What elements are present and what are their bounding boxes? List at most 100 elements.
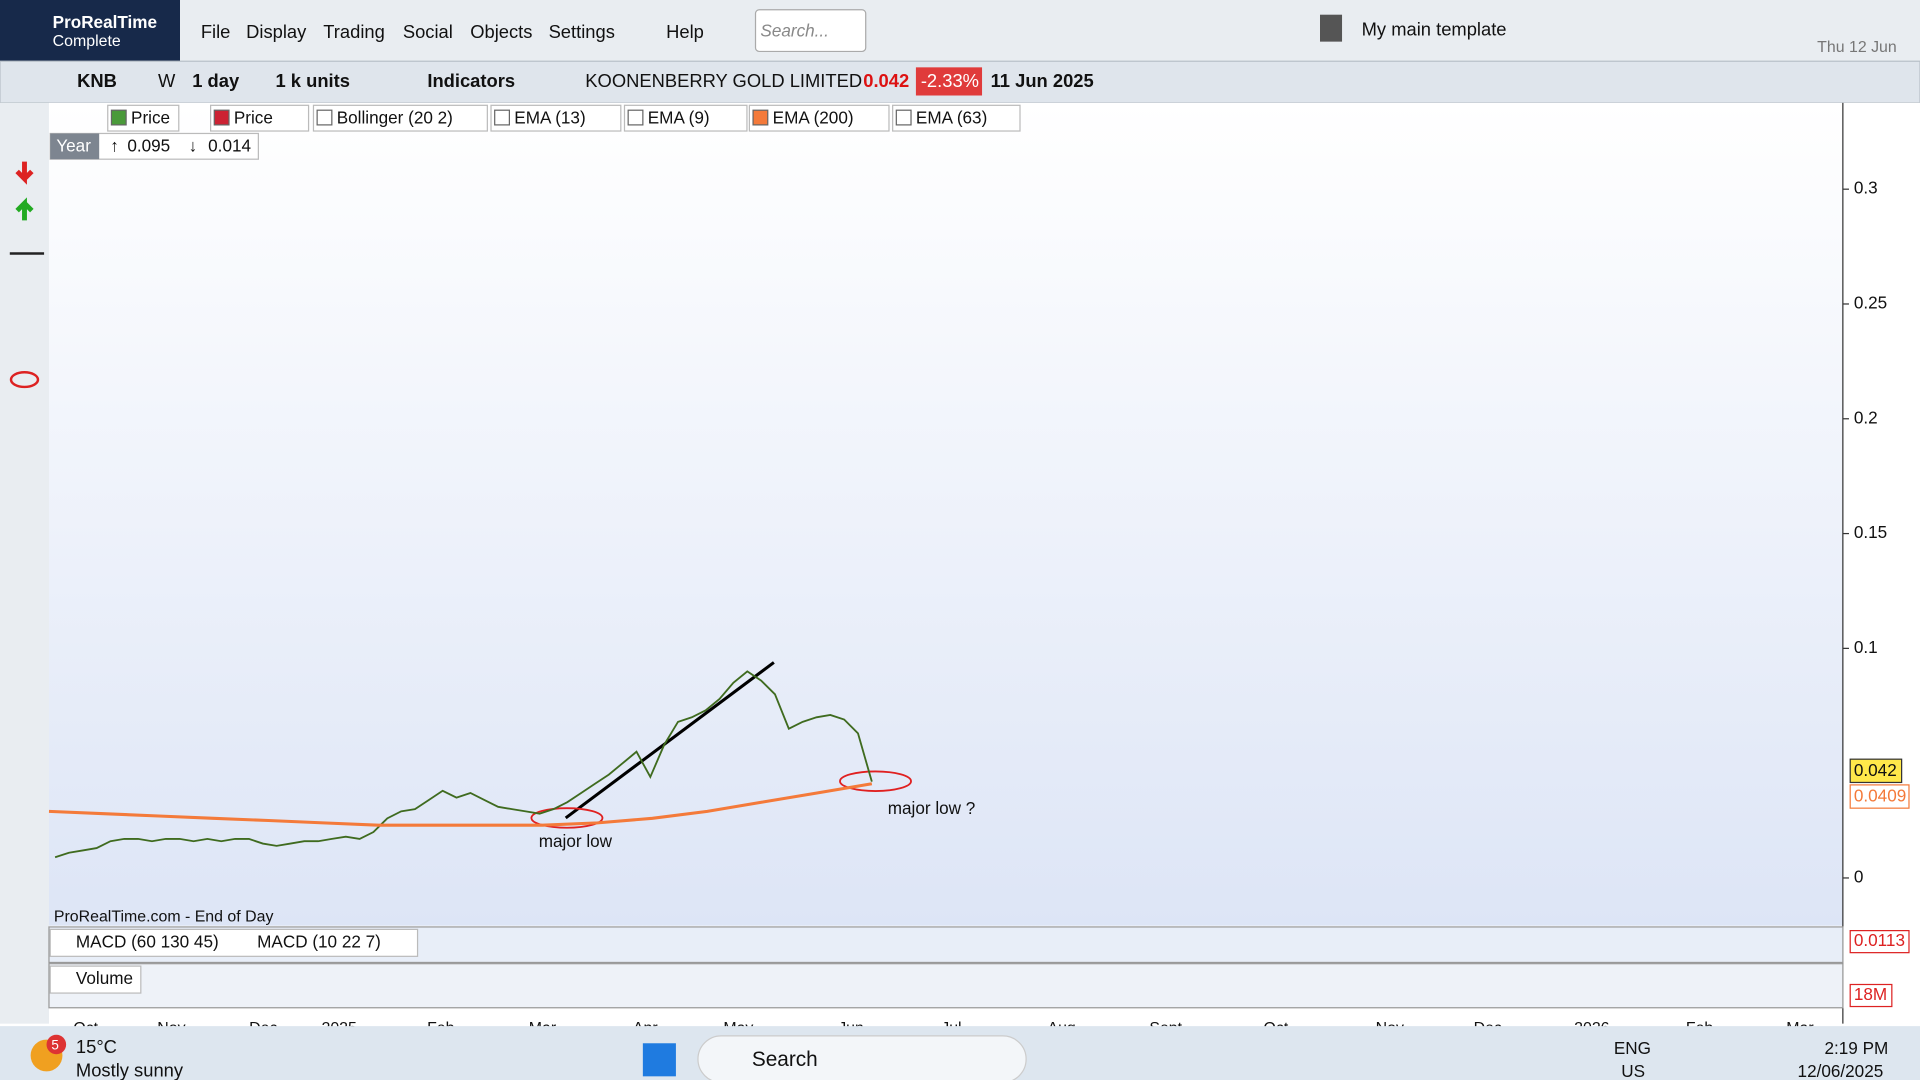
low-ellipse [839, 770, 912, 792]
badge-count: 5 [51, 1037, 58, 1052]
menu-item[interactable]: File [201, 21, 231, 42]
menu-item[interactable]: Display [246, 21, 307, 42]
legend-item[interactable]: EMA (63) [916, 107, 987, 127]
badge [46, 1034, 67, 1055]
chart-area [48, 102, 1843, 926]
price: 0.042 [863, 70, 909, 91]
legend-item[interactable]: Bollinger (20 2) [337, 107, 453, 127]
series-line [54, 670, 873, 859]
macd-label: MACD (10 22 7) [257, 931, 381, 951]
range-low: 0.014 [208, 135, 251, 155]
y-tick-label: 0.1 [1854, 637, 1878, 657]
legend-box [892, 104, 1021, 132]
template[interactable]: My main template [1362, 18, 1507, 39]
y-tick-label: 0.25 [1854, 293, 1887, 313]
instrument-date: 11 Jun 2025 [991, 70, 1094, 91]
macd-value: 0.0113 [1854, 930, 1905, 950]
range-label: Year [56, 135, 91, 155]
legend-box [490, 104, 622, 132]
units[interactable]: 1 k units [276, 70, 350, 91]
price-axis [1842, 102, 1920, 1024]
search-box[interactable] [754, 9, 867, 53]
menu: File Display Trading Social Objects Settings [201, 21, 615, 42]
buy-tool[interactable] [15, 197, 34, 221]
legend-swatch [494, 109, 510, 126]
week[interactable]: W [158, 70, 176, 91]
price-label-box [1849, 758, 1903, 784]
date: Thu 12 Jun [1817, 39, 1897, 56]
weather: Mostly sunny [76, 1059, 184, 1080]
range-label-box [50, 133, 100, 160]
footer: ProRealTime.com - End of Day [54, 908, 274, 925]
volume-value-box [1849, 983, 1893, 1008]
lang: ENG [1614, 1038, 1651, 1058]
menu-item[interactable]: Settings [549, 21, 615, 42]
start-button[interactable] [642, 1043, 676, 1077]
legend-item[interactable]: Price [234, 107, 273, 127]
macd-value-box [1849, 930, 1910, 954]
y-tick-label: 0.3 [1854, 178, 1878, 198]
clock-date: 12/06/2025 [1798, 1061, 1884, 1080]
menu-item[interactable]: Trading [323, 21, 385, 42]
legend: Price Price Bollinger (20 2) EMA (13) EMA (9… [107, 104, 1021, 132]
range-low-arrow: ↓ [189, 135, 198, 155]
volume-panel [48, 963, 1844, 1009]
legend-item[interactable]: EMA (9) [648, 107, 710, 127]
legend-item[interactable]: EMA (200) [773, 107, 854, 127]
menu-item[interactable]: Objects [470, 21, 532, 42]
macd-legend [49, 928, 419, 957]
legend-item[interactable]: EMA (13) [514, 107, 585, 127]
annotation: major low [539, 831, 613, 851]
volume-label: Volume [76, 968, 133, 988]
ema-label-box [1849, 784, 1910, 809]
legend-box [623, 104, 748, 132]
indicators[interactable]: Indicators [427, 70, 515, 91]
logo-box [0, 0, 180, 62]
legend-swatch [752, 109, 769, 126]
legend-box [312, 104, 488, 132]
macd-label: MACD (60 130 45) [76, 931, 219, 951]
search-placeholder: Search... [760, 20, 829, 40]
change-box [915, 67, 983, 96]
clock: 2:19 PM [1824, 1038, 1888, 1058]
toolbar [0, 0, 1920, 62]
legend-box [748, 104, 890, 132]
timeframe[interactable]: 1 day [192, 70, 240, 91]
temperature: 15°C [76, 1036, 117, 1057]
volume-value: 18M [1854, 984, 1887, 1004]
annotation: major low ? [888, 798, 976, 818]
y-tick-label: 0.2 [1854, 407, 1878, 427]
legend-item[interactable]: Price [131, 107, 170, 127]
left-toolbar [0, 102, 49, 1024]
edition: Complete [53, 33, 121, 50]
legend-swatch [213, 109, 230, 126]
legend-swatch [627, 109, 644, 126]
volume-legend [49, 965, 142, 994]
taskbar-search-text: Search [752, 1048, 818, 1071]
save-icon[interactable] [1320, 14, 1343, 42]
region: US [1621, 1061, 1645, 1080]
legend-swatch [110, 109, 127, 126]
help[interactable]: Help [666, 21, 704, 42]
range-high-arrow: ↑ [110, 135, 119, 155]
price-label: 0.042 [1854, 760, 1897, 780]
logo: ProRealTime [53, 12, 157, 32]
low-ellipse [530, 807, 604, 829]
series-line [48, 782, 873, 827]
sell-tool[interactable] [15, 161, 34, 185]
trend-line [564, 661, 775, 820]
y-tick-label: 0.15 [1854, 522, 1887, 542]
y-tick-label: 0 [1854, 866, 1864, 886]
legend-swatch [316, 109, 333, 126]
legend-swatch [895, 109, 912, 126]
ema-label: 0.0409 [1854, 786, 1906, 806]
change: -2.33% [921, 70, 979, 91]
range-high: 0.095 [127, 135, 170, 155]
ticker[interactable]: KNB [77, 70, 117, 91]
menu-item[interactable]: Social [403, 21, 453, 42]
taskbar-search[interactable] [697, 1035, 1027, 1080]
instrument-name: KOONENBERRY GOLD LIMITED [585, 70, 862, 91]
ellipse-tool[interactable] [9, 371, 40, 389]
